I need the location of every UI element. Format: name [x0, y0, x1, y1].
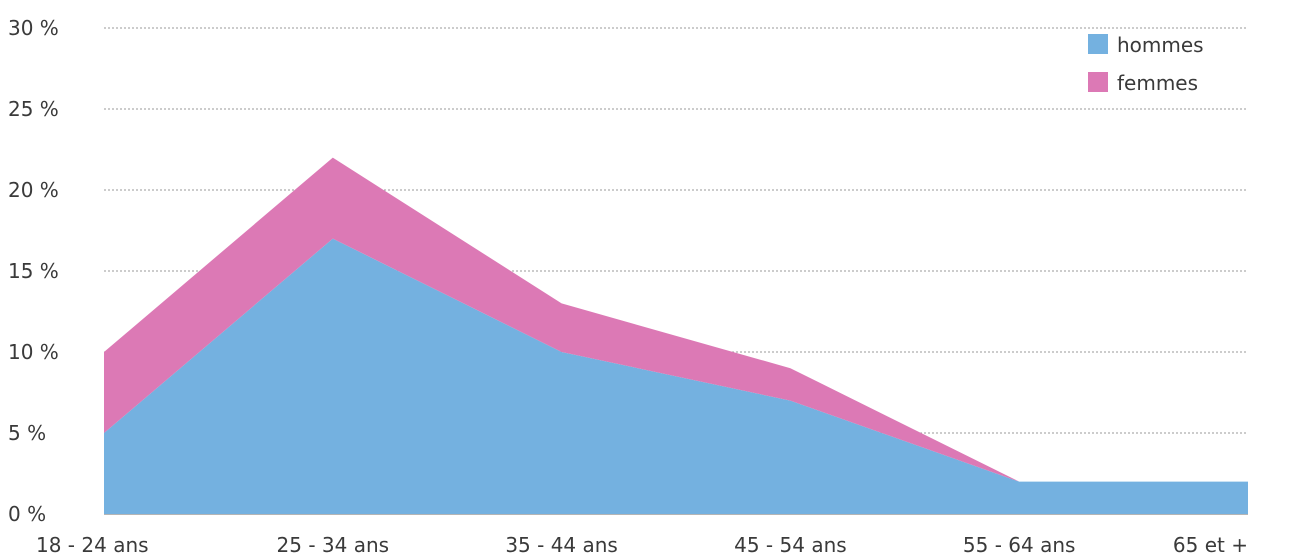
- x-tick-label: 18 - 24 ans: [36, 533, 149, 557]
- y-tick-label: 30 %: [8, 16, 59, 40]
- axes: 0 % 5 % 10 % 15 % 20 % 25 % 30 % 18 - 24 ans 25 …: [8, 16, 1248, 557]
- x-tick-label: 25 - 34 ans: [277, 533, 390, 557]
- y-tick-label: 25 %: [8, 97, 59, 121]
- x-tick-label: 55 - 64 ans: [963, 533, 1076, 557]
- y-tick-label: 0 %: [8, 502, 46, 526]
- legend-swatch-hommes: [1088, 34, 1108, 54]
- y-tick-label: 10 %: [8, 340, 59, 364]
- y-tick-label: 5 %: [8, 421, 46, 445]
- legend: hommes femmes: [1088, 33, 1204, 95]
- x-tick-label: 45 - 54 ans: [734, 533, 847, 557]
- x-tick-label: 65 et +: [1173, 533, 1248, 557]
- area-hommes: [104, 238, 1248, 514]
- x-tick-label: 35 - 44 ans: [505, 533, 618, 557]
- y-tick-label: 20 %: [8, 178, 59, 202]
- y-tick-label: 15 %: [8, 259, 59, 283]
- area-series: [104, 157, 1248, 514]
- legend-swatch-femmes: [1088, 72, 1108, 92]
- legend-label-femmes: femmes: [1117, 71, 1198, 95]
- legend-label-hommes: hommes: [1117, 33, 1204, 57]
- area-femmes: [104, 157, 1248, 482]
